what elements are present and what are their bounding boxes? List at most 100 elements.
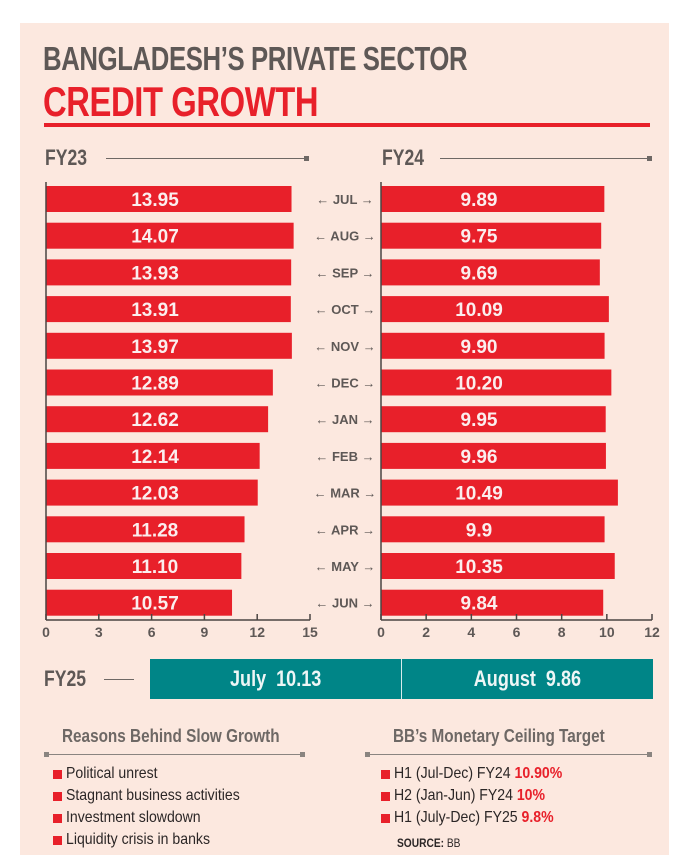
fy23-tick-label: 6 <box>148 624 156 640</box>
fy24-bar-label: 9.84 <box>461 594 498 615</box>
fy24-bar-label: 9.95 <box>461 410 498 431</box>
reasons-list: Political unrest Stagnant business activ… <box>53 763 263 851</box>
fy23-bar-label: 12.03 <box>131 484 179 505</box>
fy23-tick-label: 3 <box>95 624 103 640</box>
fy24-bar-feb <box>381 442 606 469</box>
fy24-bar-label: 9.9 <box>466 520 492 541</box>
bullet-square-icon <box>381 791 390 801</box>
fy23-tick-label: 15 <box>302 624 318 640</box>
fy23-bar-label: 14.07 <box>131 227 179 248</box>
ceiling-heading: BB’s Monetary Ceiling Target <box>393 726 605 746</box>
fy23-bar-label: 10.57 <box>131 594 179 615</box>
fy23-bar-jun <box>46 589 233 616</box>
ceiling-rule <box>367 754 649 755</box>
fy24-bar-label: 9.96 <box>461 447 498 468</box>
month-label-jul: ← JUL → <box>316 192 374 207</box>
ceiling-item: H2 (Jan-Jun) FY24 10% <box>381 785 585 807</box>
fy24-tick-label: 2 <box>422 624 430 640</box>
month-label-nov: ← NOV → <box>314 339 375 354</box>
fy24-bar-mar <box>381 479 618 506</box>
fy23-bar-jan <box>46 406 269 433</box>
month-label-mar: ← MAR → <box>314 486 377 501</box>
fy23-bar-nov <box>46 332 292 359</box>
fy24-bar-jun <box>381 589 604 616</box>
fy25-august-cell: August 9.86 <box>402 659 653 699</box>
fy23-bar-label: 13.97 <box>131 337 179 358</box>
month-label-jun: ← JUN → <box>315 596 374 611</box>
fy25-july-value: July 10.13 <box>229 666 322 691</box>
month-label-may: ← MAY → <box>315 559 376 574</box>
fy23-bar-label: 11.28 <box>132 520 179 541</box>
ceiling-rule-start <box>365 752 370 757</box>
ceiling-item: H1 (July-Dec) FY25 9.8% <box>381 807 585 829</box>
ceiling-value: 9.8% <box>521 809 554 826</box>
fy24-bar-may <box>381 553 615 579</box>
fy25-august-value: August 9.86 <box>473 666 582 691</box>
fy24-bar-jan <box>381 406 606 433</box>
fy23-bar-apr <box>46 516 245 543</box>
reason-item: Liquidity crisis in banks <box>53 829 263 851</box>
fy24-bar-label: 10.49 <box>455 484 503 505</box>
fy23-tick-label: 12 <box>249 624 265 640</box>
title-line-1: BANGLADESH’S PRIVATE SECTOR <box>43 40 468 77</box>
fy23-bar-may <box>46 553 242 579</box>
fy23-bar-jul <box>46 186 292 212</box>
fy23-bar-aug <box>46 222 294 249</box>
bullet-square-icon <box>53 791 62 801</box>
reasons-rule <box>46 754 302 755</box>
ceiling-list: H1 (Jul-Dec) FY24 10.90% H2 (Jan-Jun) FY… <box>381 763 585 829</box>
month-label-apr: ← APR → <box>315 522 375 537</box>
fy24-bar-label: 10.20 <box>455 374 503 395</box>
reason-item: Political unrest <box>53 763 263 785</box>
fy24-bar-label: 10.35 <box>455 557 503 578</box>
fy24-tick-label: 12 <box>644 624 660 640</box>
fy25-july-cell: July 10.13 <box>150 659 402 699</box>
fy24-tick-label: 0 <box>377 624 385 640</box>
fy24-bar-label: 10.09 <box>455 300 503 321</box>
fy23-bar-oct <box>46 296 291 323</box>
reasons-rule-start <box>44 752 49 757</box>
fy24-bar-apr <box>381 516 605 543</box>
fy24-tick-label: 6 <box>513 624 521 640</box>
fy24-heading: FY24 <box>382 145 425 170</box>
source-note: SOURCE: BB <box>397 836 461 850</box>
reasons-heading: Reasons Behind Slow Growth <box>62 726 280 746</box>
fy23-bar-label: 13.93 <box>131 263 179 284</box>
fy23-bar-label: 11.10 <box>132 557 179 578</box>
fy23-bar-label: 12.62 <box>131 410 179 431</box>
fy25-heading-rule <box>104 679 134 680</box>
fy24-bar-label: 9.69 <box>461 263 498 284</box>
fy24-bar-dec <box>381 369 612 396</box>
month-label-aug: ← AUG → <box>314 229 376 244</box>
ceiling-value: 10% <box>516 787 546 804</box>
infographic-panel <box>20 23 669 855</box>
fy23-bar-mar <box>46 479 258 506</box>
fy23-bar-sep <box>46 259 292 286</box>
month-label-sep: ← SEP → <box>315 265 374 280</box>
fy24-bar-jul <box>381 186 605 212</box>
fy23-bar-label: 13.95 <box>131 190 179 211</box>
month-label-oct: ← OCT → <box>315 302 376 317</box>
bullet-square-icon <box>381 813 390 823</box>
ceiling-rule-end <box>647 752 652 757</box>
ceiling-value: 10.90% <box>514 765 563 782</box>
reason-item: Stagnant business activities <box>53 785 263 807</box>
reasons-rule-end <box>300 752 305 757</box>
fy25-values-box: July 10.13 August 9.86 <box>150 659 653 699</box>
fy23-bar-label: 13.91 <box>131 300 179 321</box>
month-label-feb: ← FEB → <box>315 449 374 464</box>
fy23-heading: FY23 <box>45 145 88 170</box>
fy24-tick-label: 4 <box>467 624 475 640</box>
fy24-bar-oct <box>381 296 609 323</box>
fy24-tick-label: 8 <box>558 624 566 640</box>
fy24-heading-rule <box>440 158 650 159</box>
fy24-heading-rule-end <box>647 156 652 161</box>
fy24-bar-nov <box>381 332 605 359</box>
fy25-heading: FY25 <box>44 666 87 691</box>
bullet-square-icon <box>53 835 62 845</box>
month-label-jan: ← JAN → <box>315 412 374 427</box>
fy23-bar-label: 12.89 <box>131 374 179 395</box>
fy24-bar-label: 9.89 <box>461 190 498 211</box>
month-label-dec: ← DEC → <box>315 376 376 391</box>
